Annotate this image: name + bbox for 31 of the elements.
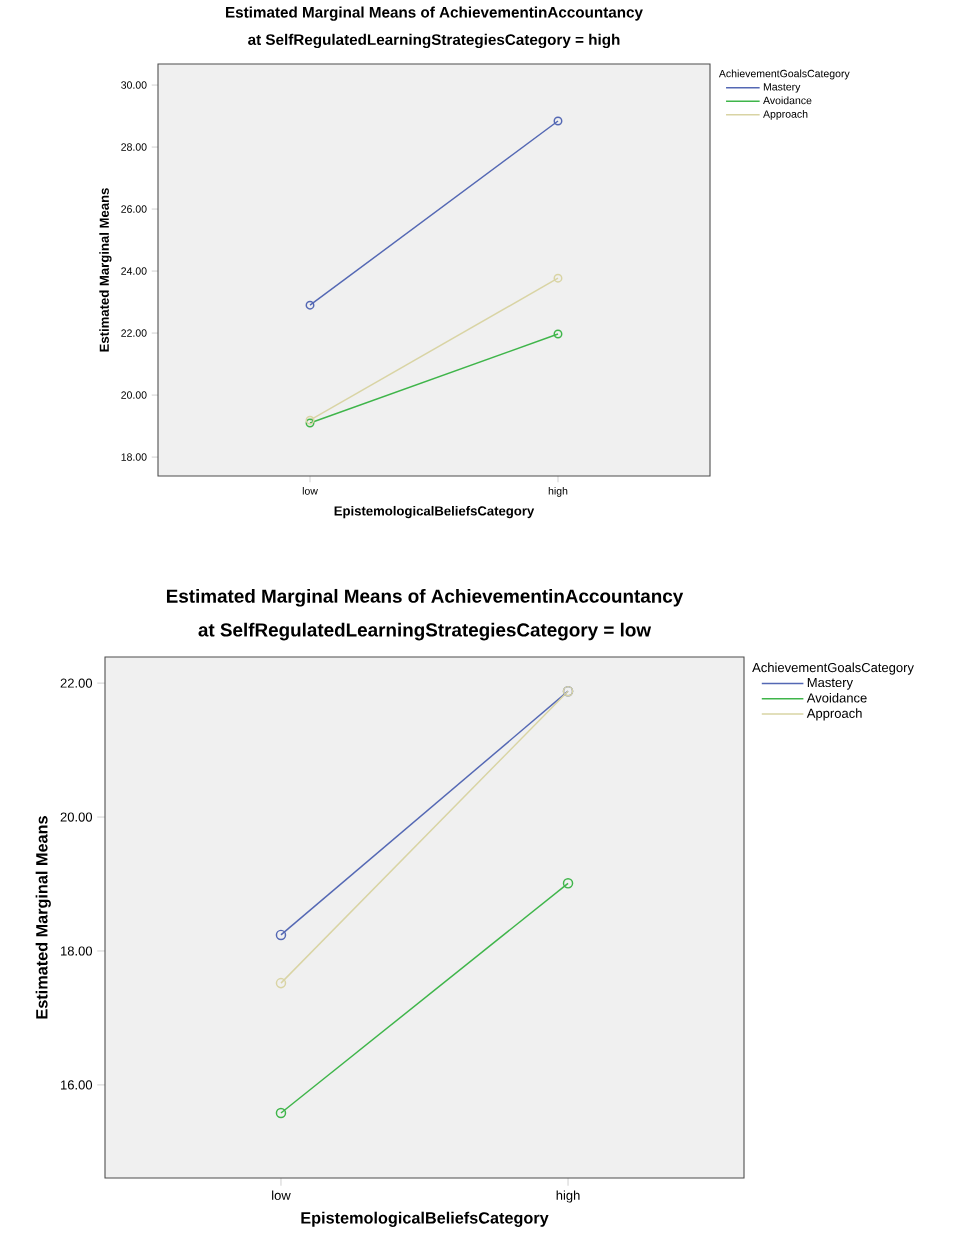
x-tick-label: high <box>548 486 568 497</box>
x-tick-label: low <box>272 1190 291 1200</box>
legend-label: Avoidance <box>806 692 867 703</box>
chart-title: Estimated Marginal Means of AchievementinAccountancy <box>226 6 643 21</box>
legend-label: Approach <box>763 110 808 120</box>
legend-label: Avoidance <box>763 96 812 105</box>
chart-subtitle: at SelfRegulatedLearningStrategiesCategory = low <box>198 622 652 641</box>
legend-title: AchievementGoalsCategory <box>718 69 850 80</box>
y-tick-label: 28.00 <box>121 143 147 151</box>
chart-subtitle: at SelfRegulatedLearningStrategiesCategory = high <box>248 33 620 49</box>
legend-label: Mastery <box>763 83 801 93</box>
y-tick-label: 26.00 <box>121 205 147 213</box>
chart-title: Estimated Marginal Means of AchievementinAccountancy <box>166 588 684 607</box>
y-tick-label: 24.00 <box>121 267 147 275</box>
y-tick-label: 16.00 <box>61 1080 93 1090</box>
x-axis-title: EpistemologicalBeliefsCategory <box>334 505 535 519</box>
y-tick-label: 22.00 <box>60 678 93 688</box>
y-axis-title: Estimated Marginal Means <box>99 188 112 352</box>
x-tick-label: high <box>556 1190 580 1203</box>
y-tick-label: 22.00 <box>121 329 147 337</box>
legend-label: Approach <box>806 708 862 721</box>
x-tick-label: low <box>302 486 318 495</box>
y-tick-label: 18.00 <box>121 453 147 461</box>
y-tick-label: 20.00 <box>121 391 147 399</box>
legend-label: Mastery <box>807 678 853 690</box>
legend-title: AchievementGoalsCategory <box>752 662 914 675</box>
x-axis-title: EpistemologicalBeliefsCategory <box>301 1211 549 1227</box>
y-tick-label: 30.00 <box>121 81 147 89</box>
y-axis-title: Estimated Marginal Means <box>35 816 51 1019</box>
y-tick-label: 18.00 <box>61 946 93 956</box>
y-tick-label: 20.00 <box>60 812 93 822</box>
